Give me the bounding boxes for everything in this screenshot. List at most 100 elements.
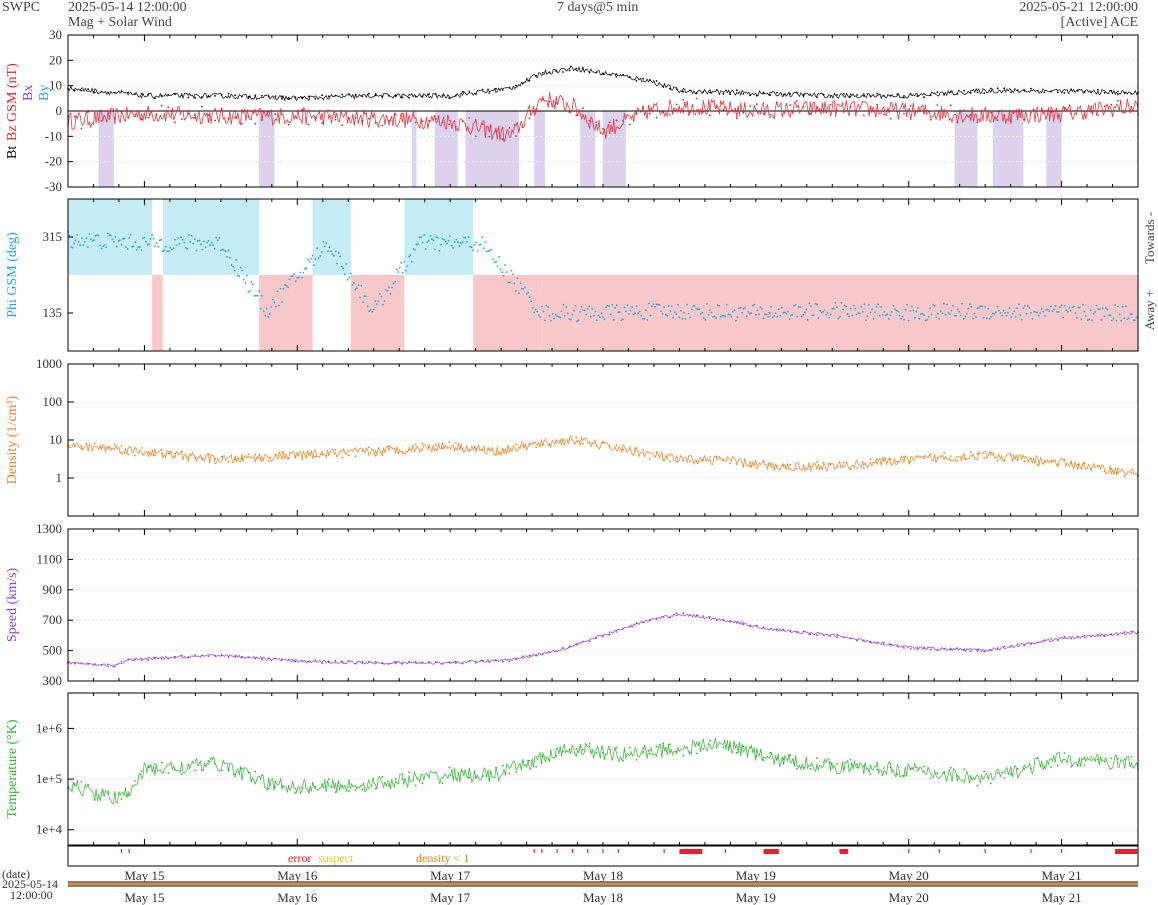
density-point xyxy=(374,454,377,457)
phi-point xyxy=(744,306,747,309)
bt-point xyxy=(856,94,858,96)
speed-point xyxy=(1076,635,1079,638)
speed-point xyxy=(408,660,410,663)
speed-point xyxy=(488,661,491,663)
phi-point xyxy=(76,234,79,237)
phi-point xyxy=(1053,308,1055,311)
date-tick-label-bottom: May 21 xyxy=(1042,890,1082,905)
bz-point xyxy=(588,120,591,122)
temperature-point xyxy=(628,746,631,749)
temperature-point xyxy=(521,760,524,763)
bt-point xyxy=(602,73,604,76)
phi-point xyxy=(794,303,797,306)
phi-point xyxy=(161,250,164,253)
phi-point xyxy=(409,254,412,257)
density-point xyxy=(702,459,705,462)
phi-point xyxy=(597,314,600,317)
phi-point xyxy=(1039,312,1042,314)
bt-point xyxy=(1063,91,1066,94)
bz-south-band xyxy=(580,111,596,187)
bz-point xyxy=(241,122,243,125)
phi-point xyxy=(463,236,465,239)
bz-point xyxy=(849,106,852,109)
phi-point xyxy=(411,260,413,263)
temperature-point xyxy=(1016,767,1019,770)
phi-point xyxy=(891,311,893,313)
temperature-point xyxy=(816,757,818,760)
density-point xyxy=(889,458,892,461)
phi-point xyxy=(1043,315,1046,317)
phi-point xyxy=(178,242,181,245)
bz-point xyxy=(327,109,330,112)
bt-point xyxy=(755,94,758,97)
density-point xyxy=(147,451,150,453)
bz-point xyxy=(990,111,992,114)
density-point xyxy=(963,457,965,460)
speed-point xyxy=(1097,635,1099,637)
phi-point xyxy=(322,241,325,243)
speed-point xyxy=(909,647,912,650)
bt-point xyxy=(281,95,283,98)
density-point xyxy=(896,460,899,463)
by-label: By xyxy=(37,85,52,101)
temperature-point xyxy=(548,760,551,762)
phi-point xyxy=(346,278,349,281)
speed-ylabel: Speed (km/s) xyxy=(5,568,20,643)
phi-point xyxy=(880,306,883,308)
phi-point xyxy=(190,234,193,237)
phi-point xyxy=(881,313,884,316)
phi-point xyxy=(1005,314,1008,317)
phi-point xyxy=(964,315,967,318)
bz-point xyxy=(749,105,751,107)
phi-point xyxy=(1011,313,1014,315)
temperature-point xyxy=(582,748,584,751)
bt-point xyxy=(374,94,377,97)
towards-sector xyxy=(162,199,260,275)
temperature-point xyxy=(802,766,805,769)
phi-point xyxy=(680,309,682,312)
bz-point xyxy=(836,109,838,112)
phi-point xyxy=(910,305,913,308)
phi-point xyxy=(654,305,656,308)
phi-point xyxy=(618,311,621,313)
phi-point xyxy=(904,309,907,311)
bt-point xyxy=(274,95,277,98)
phi-point xyxy=(846,313,849,316)
temperature-point xyxy=(468,776,471,779)
temperature-point xyxy=(535,765,537,768)
speed-point xyxy=(113,665,116,668)
bt-point xyxy=(983,92,986,95)
bz-point xyxy=(80,127,83,130)
bt-point xyxy=(996,87,999,90)
range-start-date: 2025-05-14 xyxy=(2,877,58,891)
temperature-point xyxy=(1103,760,1106,763)
phi-point xyxy=(784,311,786,314)
phi-point xyxy=(489,249,491,252)
phi-point xyxy=(664,313,667,316)
density-point xyxy=(434,443,437,446)
density-point xyxy=(969,451,972,454)
phi-point xyxy=(612,318,615,321)
phi-point xyxy=(756,309,759,312)
phi-point xyxy=(327,250,329,253)
phi-point xyxy=(426,241,429,244)
temperature-point xyxy=(1063,752,1066,754)
temperature-point xyxy=(287,785,290,787)
phi-point xyxy=(816,303,818,306)
bt-point xyxy=(247,95,250,98)
speed-point xyxy=(107,665,109,668)
speed-point xyxy=(622,627,624,630)
phi-point xyxy=(97,234,100,237)
bt-point xyxy=(796,91,798,94)
phi-point xyxy=(424,248,427,250)
error-flag-block xyxy=(679,849,703,854)
bt-point xyxy=(689,89,691,92)
temperature-point xyxy=(227,768,230,771)
speed-point xyxy=(682,612,685,615)
phi-point xyxy=(368,310,370,313)
speed-point xyxy=(1110,633,1113,636)
bz-south-band xyxy=(992,111,1024,187)
temperature-point xyxy=(836,762,838,765)
density-point xyxy=(715,455,718,458)
phi-point xyxy=(592,314,595,317)
